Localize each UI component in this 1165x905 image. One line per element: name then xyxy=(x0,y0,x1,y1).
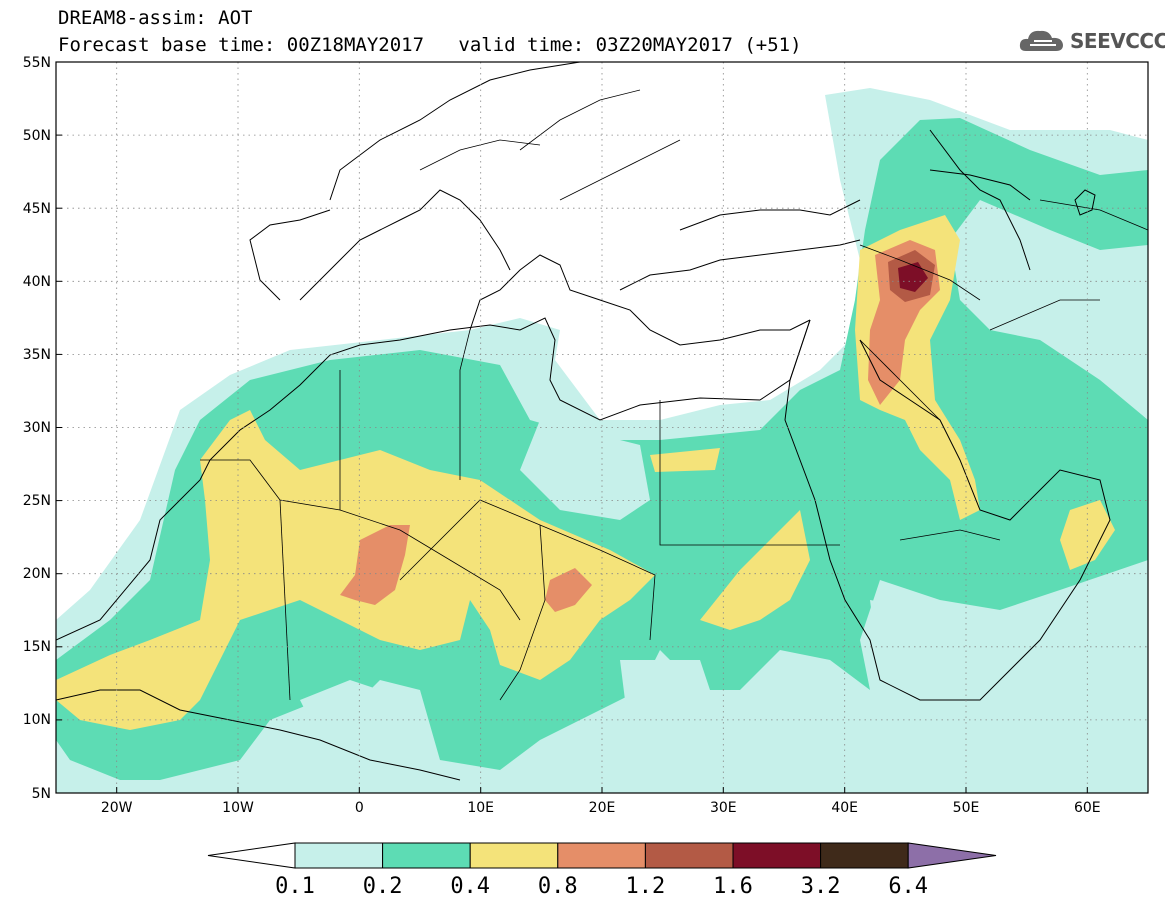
logo-text: SEEVCCC xyxy=(1070,29,1165,53)
lat-tick-label: 45N xyxy=(23,201,51,217)
lat-tick-label: 35N xyxy=(23,347,51,363)
aot-contour-0.8 xyxy=(545,568,592,612)
cloud-icon xyxy=(1019,30,1063,51)
colorbar-high-extension xyxy=(907,842,997,869)
lat-tick-label: 50N xyxy=(23,128,51,144)
lat-tick-label: 15N xyxy=(23,639,51,655)
colorbar-segment xyxy=(644,842,734,869)
seevccc-logo: SEEVCCC xyxy=(1018,25,1165,55)
colorbar-level-label: 3.2 xyxy=(801,874,841,899)
colorbar-level-label: 1.6 xyxy=(713,874,753,899)
colorbar-level-label: 6.4 xyxy=(888,874,928,899)
lon-tick-label: 0 xyxy=(355,800,364,816)
aot-contour-0.4 xyxy=(650,448,720,472)
colorbar-segment xyxy=(469,842,559,869)
aot-low-patch xyxy=(300,680,400,740)
axis-ticks xyxy=(56,61,1088,794)
colorbar-segment xyxy=(557,842,646,869)
coastlines xyxy=(56,62,1111,781)
colorbar-low-extension xyxy=(207,842,296,869)
lon-tick-label: 50E xyxy=(953,800,980,816)
colorbar-level-label: 0.4 xyxy=(450,874,490,899)
aot-contour-0.4 xyxy=(700,510,810,630)
map-grid xyxy=(56,62,1148,793)
colorbar-segment xyxy=(382,842,471,869)
aot-contour-0.8 xyxy=(340,525,410,605)
lon-tick-label: 30E xyxy=(710,800,737,816)
colorbar-level-label: 0.1 xyxy=(275,874,315,899)
base-time-label: Forecast base time: 00Z18MAY2017 xyxy=(58,34,425,56)
lon-tick-label: 20W xyxy=(101,800,133,816)
lon-tick-label: 10W xyxy=(222,800,254,816)
lon-tick-label: 20E xyxy=(589,800,616,816)
lon-tick-label: 60E xyxy=(1074,800,1101,816)
lon-tick-label: 40E xyxy=(831,800,858,816)
lon-tick-label: 10E xyxy=(467,800,494,816)
aot-contour-0.4 xyxy=(56,410,655,730)
lat-tick-label: 20N xyxy=(23,566,51,582)
colorbar-segment xyxy=(732,842,822,869)
valid-time-label: valid time: 03Z20MAY2017 (+51) xyxy=(458,34,802,56)
lat-tick-label: 30N xyxy=(23,420,51,436)
colorbar-segment xyxy=(294,842,384,869)
lat-tick-label: 40N xyxy=(23,274,51,290)
aot-contour-1.6 xyxy=(898,262,928,292)
lat-tick-label: 10N xyxy=(23,712,51,728)
colorbar-level-label: 0.8 xyxy=(538,874,578,899)
lat-labels: 55N 50N 45N 40N 35N 30N 25N 20N 15N 10N … xyxy=(23,55,51,802)
country-borders xyxy=(200,89,1148,701)
aot-low-patch xyxy=(520,420,650,520)
lon-labels: 20W 10W 0 10E 20E 30E 40E 50E 60E xyxy=(101,800,1101,816)
aot-low-patch xyxy=(620,660,720,760)
colorbar-level-label: 1.2 xyxy=(626,874,666,899)
chart-title: DREAM8-assim: AOT xyxy=(58,7,253,29)
lat-tick-label: 55N xyxy=(23,55,51,71)
colorbar-level-label: 0.2 xyxy=(363,874,403,899)
aot-field xyxy=(56,88,1148,793)
colorbar-segment xyxy=(820,842,909,869)
lat-tick-label: 5N xyxy=(32,786,51,802)
chart-subtitle: Forecast base time: 00Z18MAY2017 valid t… xyxy=(58,35,802,55)
lat-tick-label: 25N xyxy=(23,493,51,509)
